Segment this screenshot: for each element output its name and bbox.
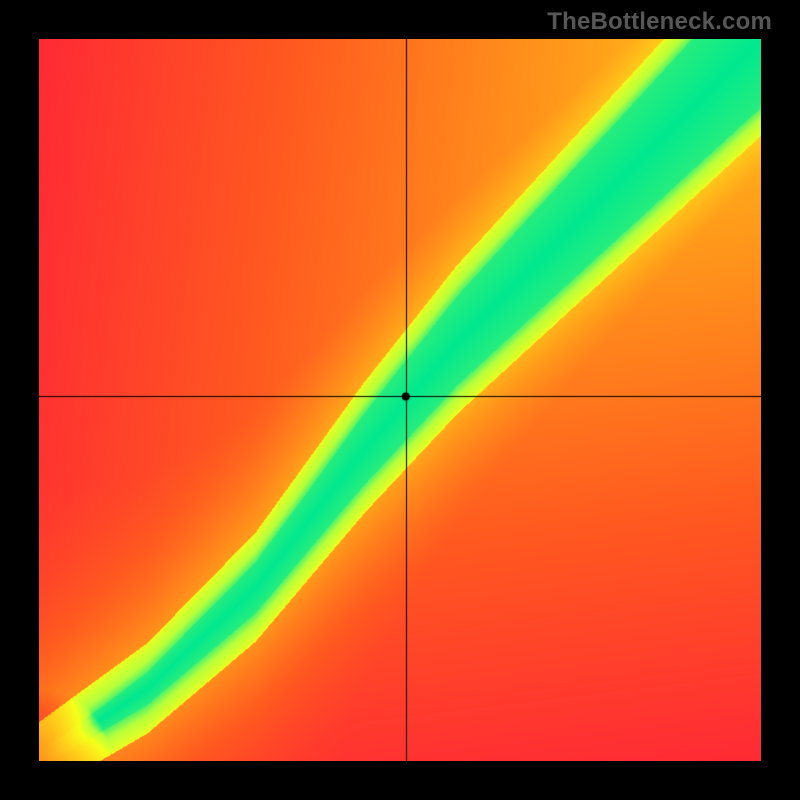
watermark-text: TheBottleneck.com bbox=[547, 8, 772, 36]
heatmap-plot bbox=[39, 39, 761, 761]
chart-frame: TheBottleneck.com bbox=[0, 0, 800, 800]
heatmap-canvas bbox=[39, 39, 761, 761]
